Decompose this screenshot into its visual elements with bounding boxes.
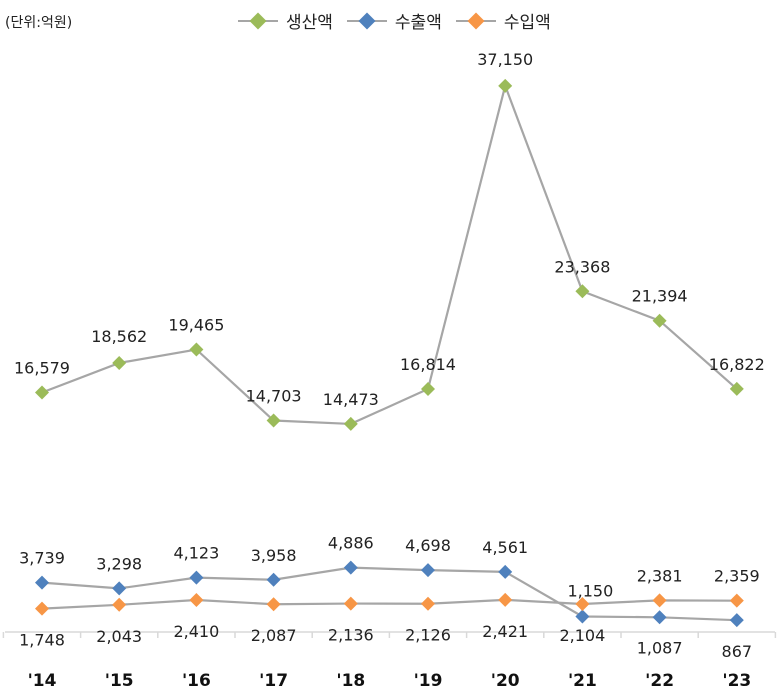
legend-label-export: 수출액 xyxy=(394,13,442,33)
data-label-export: 1,150 xyxy=(567,581,613,600)
series-line-production xyxy=(41,82,738,426)
data-label-export: 4,698 xyxy=(405,536,451,555)
legend-item-export: 수출액 xyxy=(345,8,442,33)
data-point-import xyxy=(421,596,435,611)
data-point-production xyxy=(498,78,513,93)
data-point-production xyxy=(112,355,127,370)
legend-item-production: 생산액 xyxy=(236,8,333,33)
data-point-import xyxy=(729,593,744,608)
series-line-import xyxy=(41,598,737,610)
data-label-import: 2,126 xyxy=(405,626,451,645)
x-tick-label: '23 xyxy=(722,671,751,691)
data-label-production: 16,822 xyxy=(709,355,765,374)
data-point-export xyxy=(652,610,667,625)
data-label-production: 23,368 xyxy=(554,257,610,276)
data-point-import xyxy=(652,593,667,608)
data-point-export xyxy=(421,563,435,578)
legend-label-import: 수입액 xyxy=(503,13,551,33)
x-tick-label: '14 xyxy=(28,671,57,691)
data-point-production xyxy=(189,342,204,357)
data-label-import: 2,104 xyxy=(559,626,605,645)
x-tick-label: '19 xyxy=(414,671,443,691)
legend-marker-import xyxy=(455,12,496,29)
data-label-import: 2,043 xyxy=(96,627,142,646)
data-point-export xyxy=(575,609,590,624)
data-label-production: 18,562 xyxy=(91,327,147,346)
data-label-import: 2,381 xyxy=(637,566,683,585)
data-point-import xyxy=(189,593,204,608)
x-tick-label: '22 xyxy=(645,671,674,691)
data-point-export xyxy=(498,564,513,579)
data-point-export xyxy=(112,581,127,596)
data-point-import xyxy=(266,597,281,612)
x-tick-label: '20 xyxy=(491,671,520,691)
data-point-export xyxy=(35,575,49,590)
data-label-export: 1,087 xyxy=(637,638,683,657)
data-point-import xyxy=(575,597,590,612)
data-label-import: 2,136 xyxy=(328,626,374,645)
data-label-production: 14,473 xyxy=(323,390,379,409)
data-point-production xyxy=(652,313,667,328)
data-point-import xyxy=(112,597,127,612)
data-label-export: 4,886 xyxy=(328,534,374,553)
legend-marker-export xyxy=(346,12,387,29)
legend-item-import: 수입액 xyxy=(454,8,551,33)
data-label-production: 14,703 xyxy=(246,387,302,406)
data-label-production: 16,814 xyxy=(400,355,456,374)
x-tick-label: '21 xyxy=(568,671,597,691)
data-label-export: 3,958 xyxy=(251,546,297,565)
data-label-import: 2,410 xyxy=(173,622,219,641)
data-point-production xyxy=(421,382,435,397)
data-point-production xyxy=(35,385,49,400)
data-label-export: 3,739 xyxy=(19,549,65,568)
data-point-import xyxy=(498,592,513,607)
data-point-production xyxy=(575,284,590,299)
data-label-production: 19,465 xyxy=(168,315,224,334)
data-point-production xyxy=(729,381,744,396)
data-label-export: 4,561 xyxy=(482,538,528,557)
data-point-import xyxy=(343,596,358,611)
data-label-export: 867 xyxy=(722,642,753,661)
data-label-import: 2,087 xyxy=(251,626,297,645)
data-label-import: 2,421 xyxy=(482,622,528,641)
data-point-import xyxy=(35,601,49,616)
data-point-production xyxy=(266,413,281,428)
unit-label: (단위:억원) xyxy=(5,15,73,31)
data-point-export xyxy=(266,572,281,587)
data-label-import: 1,748 xyxy=(19,631,65,650)
legend-label-production: 생산액 xyxy=(286,13,333,33)
data-label-production: 37,150 xyxy=(477,50,533,69)
x-tick-label: '16 xyxy=(182,671,211,691)
x-tick-label: '18 xyxy=(336,671,365,691)
x-tick-label: '17 xyxy=(259,671,288,691)
data-point-production xyxy=(343,416,358,431)
legend: 생산액 수출액 수입액 xyxy=(236,8,551,33)
series-line-export xyxy=(41,566,737,622)
data-label-import: 2,359 xyxy=(714,567,760,586)
data-point-export xyxy=(729,613,744,628)
data-label-export: 3,298 xyxy=(96,554,142,573)
x-tick-label: '15 xyxy=(105,671,134,691)
data-point-export xyxy=(189,570,204,585)
legend-marker-production xyxy=(238,12,278,29)
data-label-export: 4,123 xyxy=(173,544,219,563)
data-label-production: 21,394 xyxy=(632,287,688,306)
data-label-production: 16,579 xyxy=(14,359,70,378)
data-point-export xyxy=(343,560,358,575)
